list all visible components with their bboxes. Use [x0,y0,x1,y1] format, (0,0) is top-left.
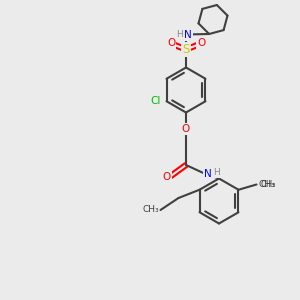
Text: N: N [184,29,192,40]
Text: Cl: Cl [151,96,161,106]
Text: O: O [167,38,175,49]
Text: O: O [182,124,190,134]
Text: H: H [214,168,220,177]
Text: O: O [197,38,205,49]
Text: N: N [204,169,212,179]
Text: CH₃: CH₃ [258,180,274,189]
Text: CH₃: CH₃ [142,206,159,214]
Text: H: H [176,30,183,39]
Text: O: O [162,172,171,182]
Text: CH₃: CH₃ [260,180,276,189]
Text: S: S [182,43,190,56]
